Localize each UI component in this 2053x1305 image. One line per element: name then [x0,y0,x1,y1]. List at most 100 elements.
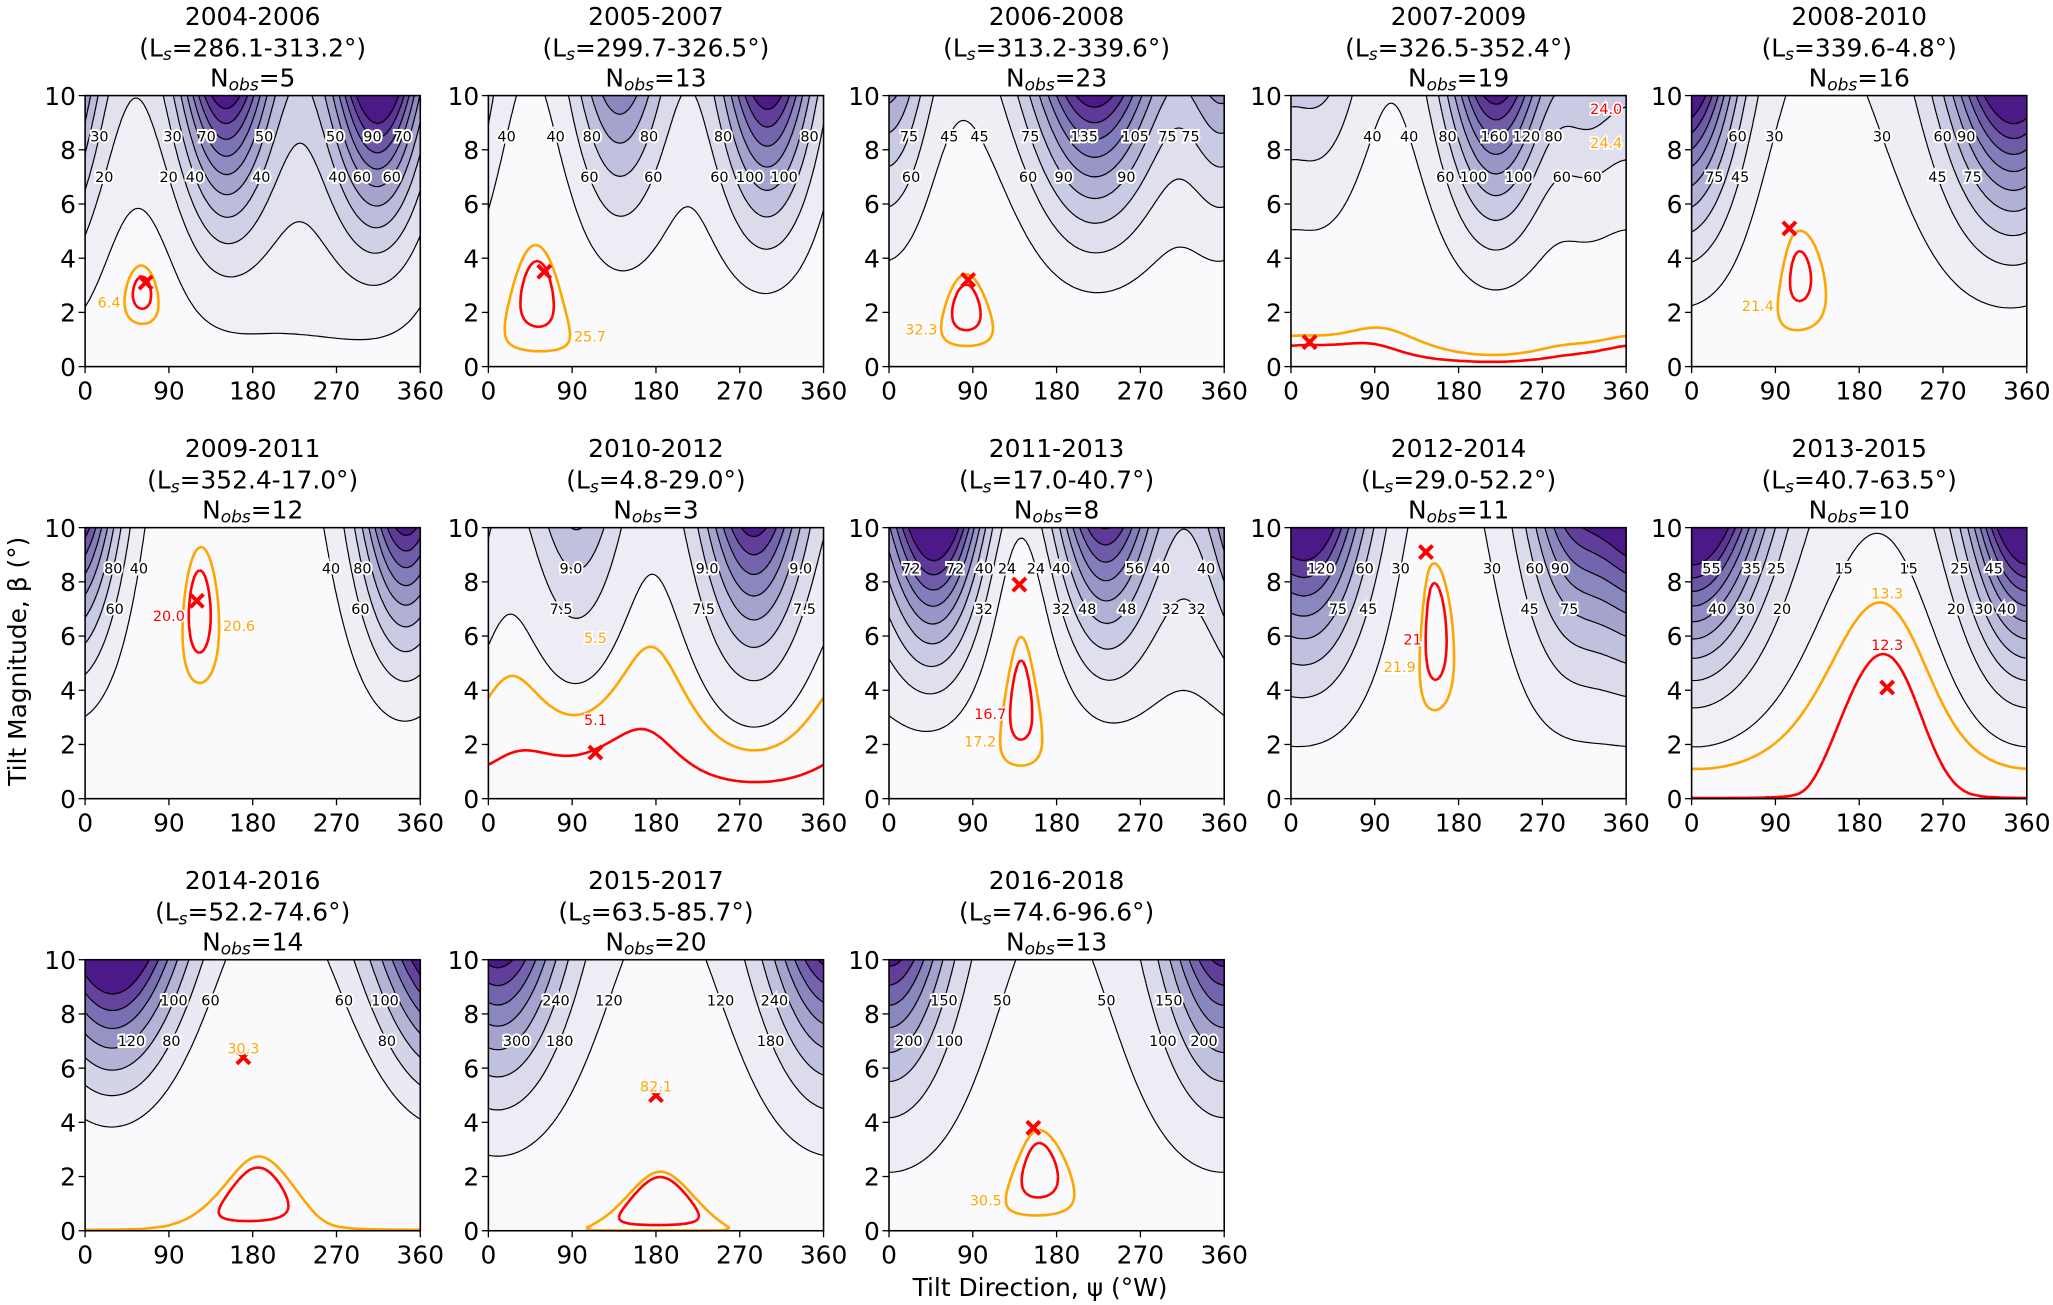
contour-label: 72 [946,562,964,578]
contour-label: 60 [1728,129,1746,145]
y-tick-label: 10 [448,946,480,975]
contour-label: 90 [1117,170,1135,186]
panel-title: 2007-2009 (Ls=326.5-352.4°) Nobs=19 [1262,3,1655,95]
contour-label: 120 [707,994,734,1010]
contour-line [84,97,421,286]
contour-label: 120 [1513,129,1540,145]
panel-title: 2011-2013 (Ls=17.0-40.7°) Nobs=8 [860,435,1253,527]
contour-label: 60 [1436,170,1454,186]
contour-label: 120 [1307,562,1334,578]
contour-labels: 60 60 80 80 100 100 120 [116,992,401,1053]
y-tick-label: 0 [60,785,76,814]
contour-line [1474,95,1519,121]
filled-contour-bands [85,527,421,799]
contour-labels: 40 40 60 60 60 80 80 80 80 100 100 [495,128,820,189]
filled-contour-bands [85,959,421,1231]
contour-label: 90 [1551,562,1569,578]
y-tick-label: 6 [1266,622,1282,651]
contour-labels: 15 15 20 20 25 25 30 30 35 40 40 45 55 [1700,560,2017,621]
y-tick-label: 4 [864,676,880,705]
outer-min-contour [998,635,1044,767]
y-tick-label: 8 [463,136,479,165]
x-tick-label: 360 [1200,808,1247,837]
contour-label: 40 [1708,602,1726,618]
y-tick-label: 8 [1667,136,1683,165]
contour-label: 100 [936,1034,963,1050]
contour-label: 7.5 [692,602,715,618]
contour-label: 80 [1438,129,1456,145]
y-tick-label: 10 [848,82,880,111]
contour-panel: 2005-2007 (Ls=299.7-326.5°) Nobs=13 25.7 40 4… [448,3,848,406]
contour-label: 120 [118,1034,145,1050]
contour-label: 72 [902,562,920,578]
panel-ls-range: (Ls=40.7-63.5°) [1761,465,1957,497]
contour-line [1691,527,2027,623]
contour-line [1691,527,2027,607]
best-fit-marker [536,263,553,280]
x-tick-label: 270 [1919,376,1966,405]
contour-label: 135 [1070,129,1097,145]
outer-min-contour [1691,601,2027,771]
contour-label: 40 [547,129,565,145]
y-tick-label: 2 [463,731,479,760]
contour-line [1064,95,1125,124]
y-tick-label: 0 [864,353,880,382]
x-tick-label: 0 [1684,808,1700,837]
contour-panel: 2007-2009 (Ls=326.5-352.4°) Nobs=19 24.0 24.… [1250,3,1650,406]
x-tick-label: 90 [153,376,185,405]
panel-ls-range: (Ls=74.6-96.6°) [959,897,1155,929]
best-fit-marker [1418,544,1434,560]
contour-line [488,959,824,1051]
contour-line [488,959,824,1027]
contour-label: 7.5 [550,602,573,618]
y-tick-label: 10 [1651,82,1683,111]
y-tick-label: 10 [1651,514,1683,543]
contour-label: 32 [1188,602,1206,618]
contour-overlay: 30.3 60 60 80 80 100 100 120 0 90 180 270 360 0 2 4 6 8 10 [44,946,444,1270]
contour-label: 80 [1544,129,1562,145]
contour-label: 200 [1190,1034,1217,1050]
y-tick-label: 6 [1266,190,1282,219]
contour-label: 75 [1181,129,1199,145]
x-tick-label: 360 [1200,1240,1247,1269]
outer-min-contour [939,272,995,348]
x-tick-label: 180 [229,1240,276,1269]
y-tick-label: 0 [864,1217,880,1246]
contour-label: 9.0 [789,562,812,578]
y-tick-label: 2 [1667,299,1683,328]
contour-line [84,527,421,722]
outer-min-contour [585,1170,731,1232]
contour-line [737,95,797,147]
contour-label: 60 [1355,562,1373,578]
contour-line [1290,95,1627,221]
contour-label: 150 [1155,994,1182,1010]
contour-line [487,527,825,682]
y-tick-label: 6 [60,622,76,651]
best-fit-marker [1025,1119,1042,1136]
contour-label: 30 [1737,602,1755,618]
contour-label: 30 [90,129,108,145]
panel-nobs: Nobs=13 [1005,928,1108,960]
contour-labels: 24 24 32 32 32 32 40 40 40 40 48 48 56 72 72 [900,560,1217,621]
x-tick-label: 0 [1283,376,1299,405]
panel-ls-range: (Ls=313.2-339.6°) [943,33,1171,65]
contour-label: 40 [328,170,346,186]
contour-label: 30 [1873,129,1891,145]
contour-label: 200 [895,1034,922,1050]
y-tick-label: 4 [864,244,880,273]
orange-min-contour-label: 24.4 [1590,136,1622,152]
contour-line [1691,527,2027,640]
orange-min-contour-label: 32.3 [905,323,937,339]
contour-label: 60 [1526,562,1544,578]
contour-panel: 2015-2017 (Ls=63.5-85.7°) Nobs=20 82.1 120 12… [448,867,848,1270]
contour-label: 90 [1055,170,1073,186]
contour-line [1691,95,2027,309]
contour-line [888,95,1225,224]
contour-line [487,573,825,728]
x-tick-label: 360 [397,1240,444,1269]
inner-min-contour [950,283,982,332]
x-tick-label: 90 [957,808,989,837]
x-tick-label: 180 [1835,808,1882,837]
best-fit-marker [188,592,205,609]
contour-label: 40 [1400,129,1418,145]
